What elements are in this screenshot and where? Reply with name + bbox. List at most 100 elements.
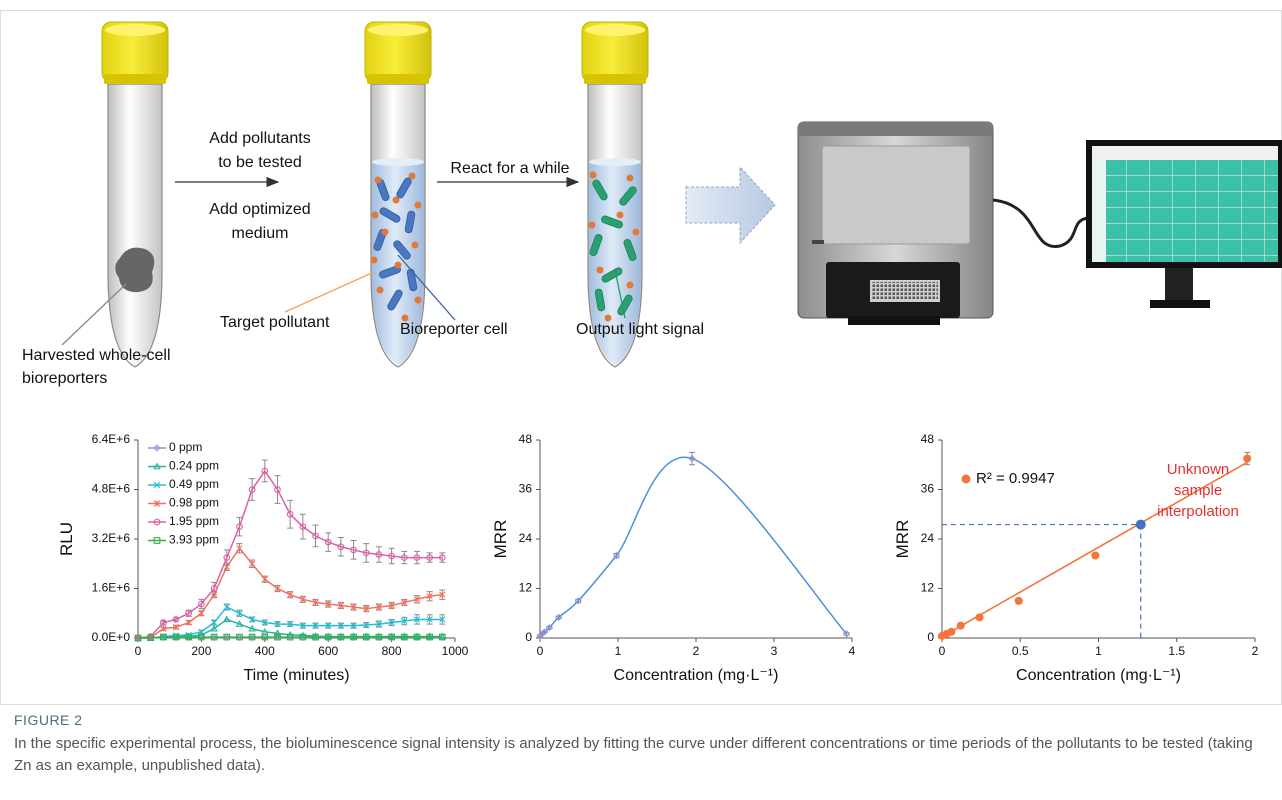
data-point [312,599,319,606]
data-point [413,632,421,640]
legend-label: 1.95 ppm [169,514,219,528]
data-point [541,628,549,636]
data-point [198,600,205,608]
x-tick-label: 2 [1252,644,1259,658]
data-point [248,624,256,632]
data-point [236,523,243,530]
particle [626,174,634,182]
series-line [137,636,443,639]
data-point [248,616,256,623]
screen-header [1092,146,1278,160]
leader-line [284,271,375,313]
particle [376,286,384,294]
data-point [350,622,357,629]
data-point [375,603,383,611]
data-point [299,523,307,530]
y-tick-label: 48 [921,432,935,446]
data-point [956,621,965,630]
data-point [842,630,851,638]
data-point [363,605,370,612]
data-point [947,627,956,636]
data-point [362,549,370,557]
series-line [137,469,443,639]
data-point [688,454,696,463]
step-label: medium [232,225,289,242]
data-point [337,622,345,629]
y-tick-label: 0.0E+0 [92,630,131,644]
data-point [210,619,218,626]
component-label: Bioreporter cell [400,321,508,338]
x-axis-label: Time (minutes) [243,667,349,684]
data-point [286,620,294,628]
data-point [337,602,345,609]
data-point [362,632,370,640]
particle [411,241,419,249]
y-axis-label: MRR [491,520,510,559]
luminometer-top [798,122,993,136]
legend-marker [961,474,971,484]
pollutant-particles [588,171,640,322]
data-point [388,552,395,560]
data-point [1014,596,1023,605]
component-label: Harvested whole-cell [22,347,171,364]
data-point [400,633,408,641]
data-point [311,632,320,639]
data-point [387,632,396,640]
y-tick-label: 3.2E+6 [92,531,131,545]
data-point [439,591,446,598]
step-label: React for a while [450,160,569,177]
component-label: Output light signal [576,321,704,338]
step-label: Add optimized [209,201,310,218]
monitor-base [1150,300,1210,308]
data-point [248,560,256,567]
data-point [172,633,180,641]
glowing-cells [589,179,637,316]
data-point [350,633,357,641]
legend-marker [153,462,161,470]
data-point [375,632,383,640]
legend-marker [153,537,161,544]
data-point [1243,454,1252,463]
legend-label: 3.93 ppm [169,533,219,547]
leader-line [397,254,456,321]
cable [992,198,1089,248]
legend-marker [153,444,161,452]
cell [396,177,412,199]
data-point [324,538,332,546]
x-axis-label: Concentration (mg·L⁻¹) [1016,667,1181,684]
data-point [274,585,281,592]
particle [414,201,422,209]
data-point [350,603,357,611]
cell [393,240,411,260]
leader-line [614,269,626,319]
data-point [438,554,446,561]
data-point [400,632,409,640]
data-point [426,633,433,641]
data-point [555,613,563,621]
legend-label: R² = 0.9947 [976,470,1055,487]
data-point [236,633,243,641]
x-tick-label: 0.5 [1012,644,1029,658]
cell [589,234,603,256]
cell [601,267,623,283]
cell [379,207,401,223]
cell [601,215,623,229]
data-point [223,615,231,623]
particle [626,281,634,289]
particle [588,221,596,229]
particle [616,211,624,219]
data-point [312,633,319,641]
data-point [210,585,218,592]
data-point [375,551,383,558]
data-point [185,633,193,641]
x-tick-label: 1000 [442,644,469,658]
data-point [325,600,332,608]
data-point [273,629,282,637]
particle [371,211,379,219]
data-point [413,554,421,561]
y-axis-label: MRR [893,520,912,559]
y-tick-label: 36 [519,482,533,496]
data-point [325,622,332,629]
data-point [274,486,281,493]
data-point [349,632,358,640]
